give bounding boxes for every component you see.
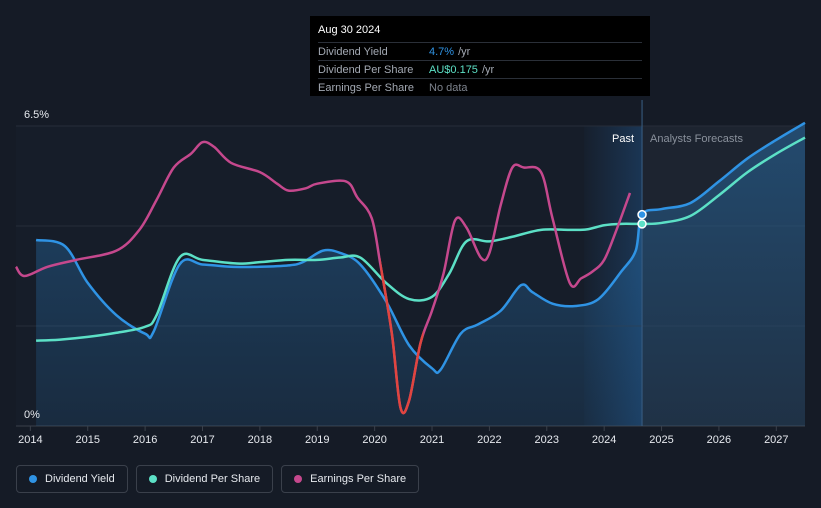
x-tick-label: 2025 xyxy=(649,434,673,446)
y-axis-bottom-label: 0% xyxy=(24,409,40,421)
x-tick-label: 2027 xyxy=(764,434,788,446)
legend-dot-icon xyxy=(294,475,303,483)
tooltip-row-unit: /yr xyxy=(481,63,495,76)
forecast-label: Analysts Forecasts xyxy=(650,133,743,145)
x-tick-label: 2015 xyxy=(75,434,99,446)
x-tick-label: 2021 xyxy=(420,434,444,446)
legend-item-dividend-yield[interactable]: Dividend Yield xyxy=(16,465,128,493)
x-tick-label: 2026 xyxy=(707,434,731,446)
hover-marker xyxy=(637,219,647,229)
hover-markers xyxy=(637,209,647,229)
tooltip-row-dividend-yield: Dividend Yield 4.7% /yr xyxy=(318,42,642,60)
x-tick-label: 2017 xyxy=(190,434,214,446)
x-tick-label: 2019 xyxy=(305,434,329,446)
tooltip-row-earnings-per-share: Earnings Per Share No data xyxy=(318,78,642,96)
x-tick-label: 2023 xyxy=(535,434,559,446)
x-tick-label: 2024 xyxy=(592,434,616,446)
x-axis-ticks: 2014 2015 2016 2017 2018 2019 2020 2021 2022 2023… xyxy=(18,426,789,446)
legend-label: Earnings Per Share xyxy=(310,473,407,485)
x-tick-label: 2020 xyxy=(362,434,386,446)
hover-marker xyxy=(637,209,647,220)
tooltip-date: Aug 30 2024 xyxy=(318,24,381,36)
eps-negative-segment xyxy=(380,256,424,415)
x-tick-label: 2018 xyxy=(248,434,272,446)
tooltip-row-dividend-per-share: Dividend Per Share AU$0.175 /yr xyxy=(318,60,642,78)
legend-dot-icon xyxy=(148,475,157,483)
legend: Dividend Yield Dividend Per Share Earnin… xyxy=(16,465,420,493)
tooltip-row-value: No data xyxy=(429,81,468,94)
tooltip-row-value: AU$0.175 xyxy=(429,63,478,76)
legend-label: Dividend Yield xyxy=(45,473,115,485)
dividend-per-share-line xyxy=(36,136,806,342)
x-tick-label: 2014 xyxy=(18,434,42,446)
x-tick-label: 2016 xyxy=(133,434,157,446)
tooltip-row-label: Earnings Per Share xyxy=(318,81,414,94)
legend-dot-icon xyxy=(29,475,37,483)
y-axis-top-label: 6.5% xyxy=(24,109,49,121)
tooltip-row-value: 4.7% xyxy=(429,45,455,58)
legend-item-earnings-per-share[interactable]: Earnings Per Share xyxy=(281,465,420,493)
x-tick-label: 2022 xyxy=(477,434,501,446)
legend-item-dividend-per-share[interactable]: Dividend Per Share xyxy=(135,465,274,493)
past-label: Past xyxy=(612,133,634,145)
tooltip-row-label: Dividend Per Share xyxy=(318,63,414,76)
tooltip-row-label: Dividend Yield xyxy=(318,45,388,58)
dividend-yield-area xyxy=(36,122,806,427)
tooltip: Aug 30 2024 Dividend Yield 4.7% /yr Divi… xyxy=(310,16,650,96)
tooltip-row-unit: /yr xyxy=(458,45,471,58)
legend-label: Dividend Per Share xyxy=(164,473,261,485)
